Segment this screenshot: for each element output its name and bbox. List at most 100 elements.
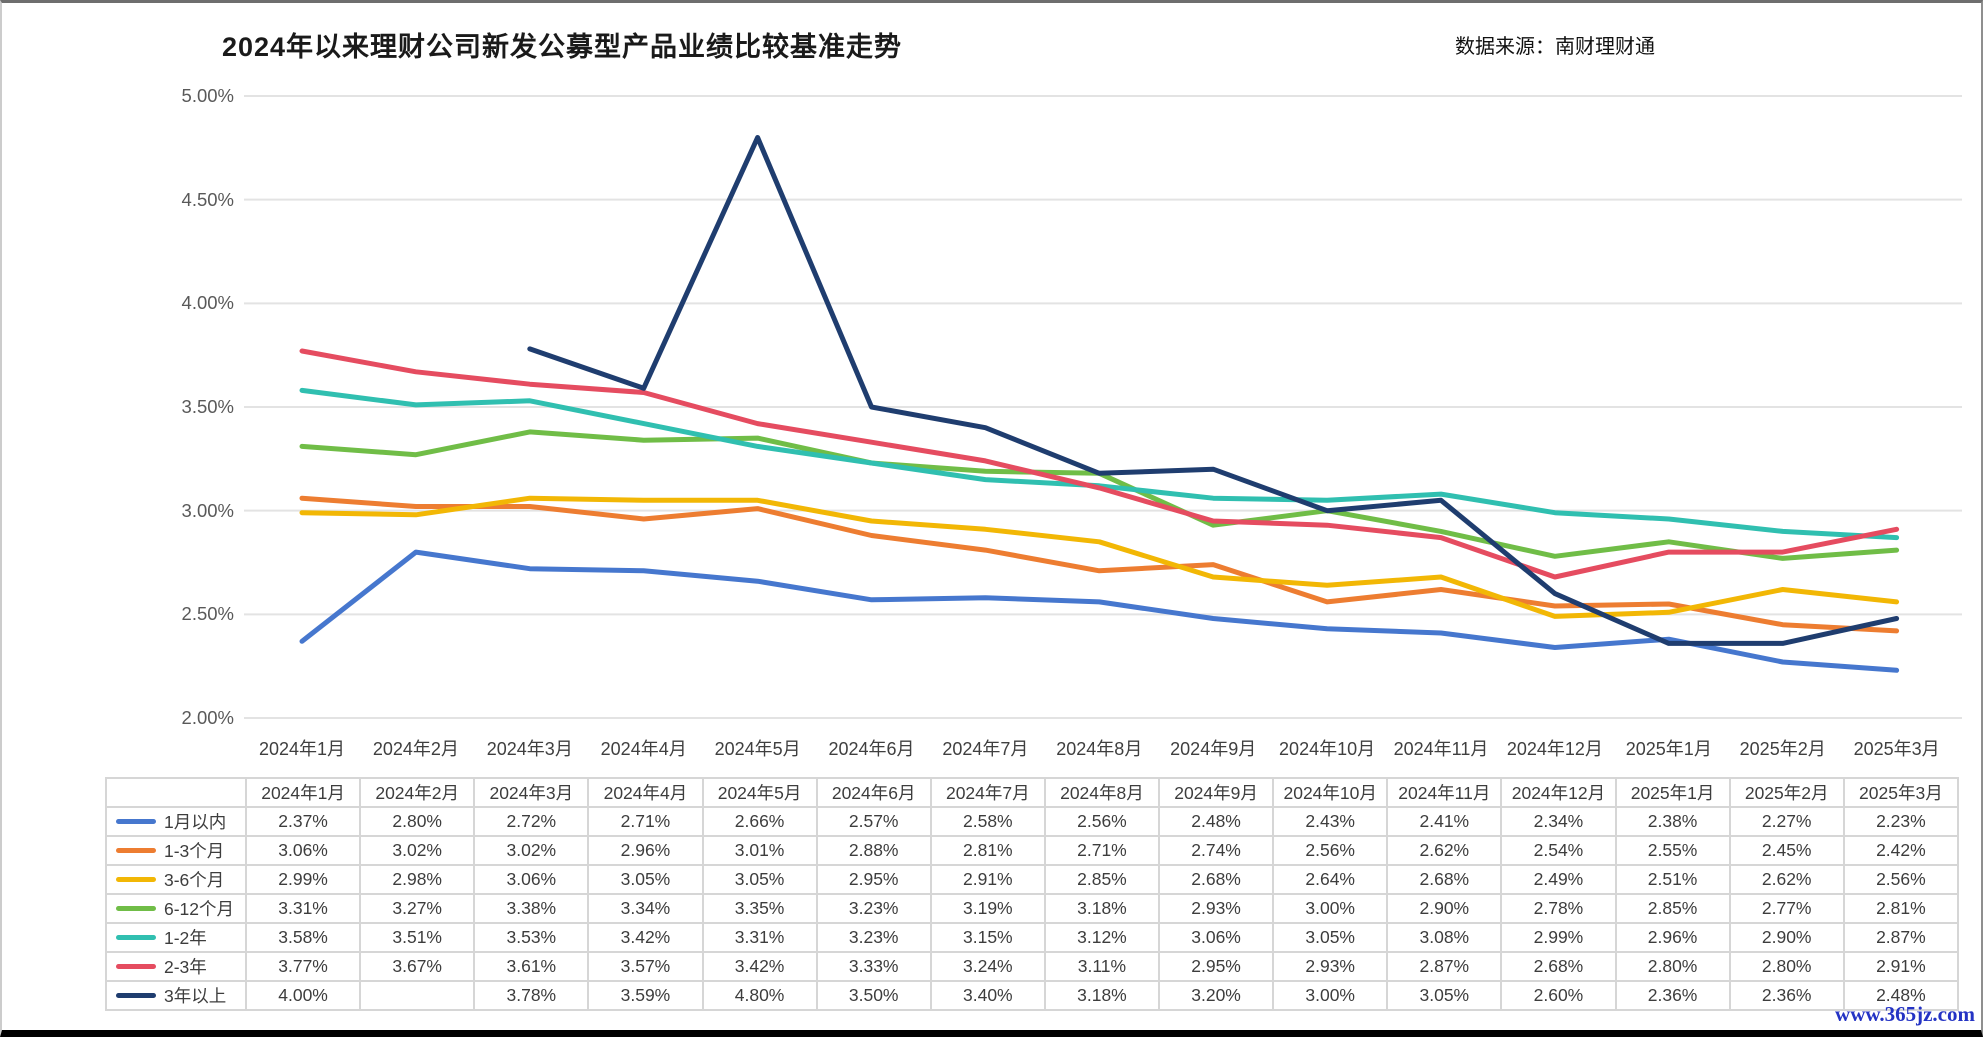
table-row: 3-6个月 2.99% 2.98% 3.06% 3.05% 3.05% 2.95% 2.91%… [105, 864, 1960, 895]
table-value-cell: 3.24% [929, 951, 1046, 982]
table-value-cell: 3.06% [1157, 922, 1275, 953]
table-value-cell: 2.95% [815, 864, 932, 895]
table-value-cell: 3.05% [587, 864, 704, 895]
table-value-cell: 3.34% [587, 893, 704, 924]
table-value-cell: 2.56% [1043, 806, 1161, 837]
table-value-cell: 3.51% [359, 922, 476, 953]
table-value-cell: 3.18% [1043, 893, 1161, 924]
table-value-cell: 4.80% [701, 980, 818, 1011]
table-value-cell: 3.31% [701, 922, 818, 953]
table-column-header: 2024年7月 [929, 777, 1046, 808]
table-value-cell: 2.99% [1500, 922, 1617, 953]
table-value-cell: 2.91% [929, 864, 1046, 895]
table-value-cell: 3.00% [1272, 893, 1389, 924]
series-line-1月以内 [299, 549, 1900, 673]
table-column-header: 2024年12月 [1500, 777, 1617, 808]
series-line-1-3个月 [299, 495, 1900, 634]
legend-line-swatch-icon [116, 906, 156, 911]
table-column-header: 2024年1月 [244, 777, 362, 808]
table-value-cell: 2.80% [359, 806, 476, 837]
x-axis-tick-label: 2024年1月 [258, 739, 346, 759]
chart-canvas [244, 95, 1962, 719]
legend-label: 1-3个月 [164, 841, 225, 861]
table-value-cell: 2.98% [359, 864, 476, 895]
legend-cell: 1-2年 [105, 922, 247, 953]
y-axis-tick-label: 3.50% [181, 396, 234, 417]
legend-line-swatch-icon [116, 935, 156, 940]
table-value-cell: 3.53% [473, 922, 590, 953]
table-value-cell: 2.68% [1157, 864, 1275, 895]
legend-cell: 6-12个月 [105, 893, 247, 924]
table-value-cell: 2.42% [1842, 835, 1960, 866]
table-value-cell: 3.02% [359, 835, 476, 866]
legend-line-swatch-icon [116, 964, 156, 969]
x-axis-tick-label: 2024年8月 [1056, 739, 1143, 759]
table-row: 2-3年 3.77% 3.67% 3.61% 3.57% 3.42% 3.33% 3.24% 3… [105, 951, 1960, 982]
table-column-header: 2024年2月 [359, 777, 476, 808]
x-axis-tick-label: 2024年7月 [942, 739, 1029, 759]
table-value-cell: 2.90% [1728, 922, 1845, 953]
table-value-cell: 3.57% [587, 951, 704, 982]
table-value-cell: 2.54% [1500, 835, 1617, 866]
x-axis-tick-label: 2024年6月 [828, 739, 915, 759]
table-value-cell: 3.23% [815, 922, 932, 953]
legend-line-swatch-icon [116, 848, 156, 853]
x-axis-tick-label: 2024年3月 [486, 739, 573, 759]
table-value-cell: 2.36% [1614, 980, 1731, 1011]
table-column-header: 2024年5月 [701, 777, 818, 808]
table-value-cell: 3.31% [244, 893, 362, 924]
table-value-cell: 2.71% [587, 806, 704, 837]
table-value-cell: 3.42% [701, 951, 818, 982]
legend-cell: 1月以内 [105, 806, 247, 837]
table-value-cell: 3.61% [473, 951, 590, 982]
table-value-cell: 3.27% [359, 893, 476, 924]
table-value-cell: 2.48% [1842, 980, 1960, 1011]
table-value-cell: 2.99% [244, 864, 362, 895]
table-value-cell: 3.58% [244, 922, 362, 953]
table-column-header: 2025年3月 [1842, 777, 1960, 808]
table-value-cell [359, 980, 476, 1011]
series-line-3-6个月 [299, 495, 1900, 619]
x-axis-tick-label: 2024年12月 [1506, 739, 1603, 759]
table-value-cell: 2.38% [1614, 806, 1731, 837]
table-value-cell: 2.91% [1842, 951, 1960, 982]
y-axis-tick-label: 4.50% [181, 188, 234, 210]
table-value-cell: 3.50% [815, 980, 932, 1011]
table-value-cell: 2.85% [1043, 864, 1161, 895]
table-value-cell: 3.05% [1386, 980, 1503, 1011]
table-value-cell: 2.56% [1272, 835, 1389, 866]
table-value-cell: 2.81% [929, 835, 1046, 866]
table-value-cell: 2.77% [1728, 893, 1845, 924]
table-value-cell: 2.49% [1500, 864, 1617, 895]
x-axis-tick-label: 2024年11月 [1393, 739, 1489, 759]
table-column-header: 2024年8月 [1043, 777, 1161, 808]
table-value-cell: 3.12% [1043, 922, 1161, 953]
table-value-cell: 2.64% [1272, 864, 1389, 895]
table-value-cell: 3.40% [929, 980, 1046, 1011]
table-value-cell: 2.74% [1157, 835, 1275, 866]
table-value-cell: 3.19% [929, 893, 1046, 924]
series-line-2-3年 [299, 348, 1900, 580]
watermark: www.365jz.com [1835, 1002, 1975, 1026]
table-value-cell: 2.87% [1842, 922, 1960, 953]
table-value-cell: 2.48% [1157, 806, 1275, 837]
table-value-cell: 2.55% [1614, 835, 1731, 866]
table-value-cell: 2.93% [1157, 893, 1275, 924]
x-axis-tick-label: 2024年2月 [372, 739, 459, 759]
table-value-cell: 2.57% [815, 806, 932, 837]
table-value-cell: 2.37% [244, 806, 362, 837]
table-row: 6-12个月 3.31% 3.27% 3.38% 3.34% 3.35% 3.23% 3.19… [105, 893, 1960, 924]
table-value-cell: 2.93% [1272, 951, 1389, 982]
table-value-cell: 3.20% [1157, 980, 1275, 1011]
table-value-cell: 2.60% [1500, 980, 1617, 1011]
table-value-cell: 3.01% [701, 835, 818, 866]
legend-line-swatch-icon [116, 877, 156, 882]
legend-line-swatch-icon [116, 993, 156, 998]
table-column-header: 2024年10月 [1272, 777, 1389, 808]
table-column-header: 2024年9月 [1157, 777, 1275, 808]
table-value-cell: 2.62% [1728, 864, 1845, 895]
table-value-cell: 4.00% [244, 980, 362, 1011]
table-corner-cell [105, 777, 247, 808]
table-value-cell: 2.58% [929, 806, 1046, 837]
legend-label: 2-3年 [164, 957, 207, 977]
